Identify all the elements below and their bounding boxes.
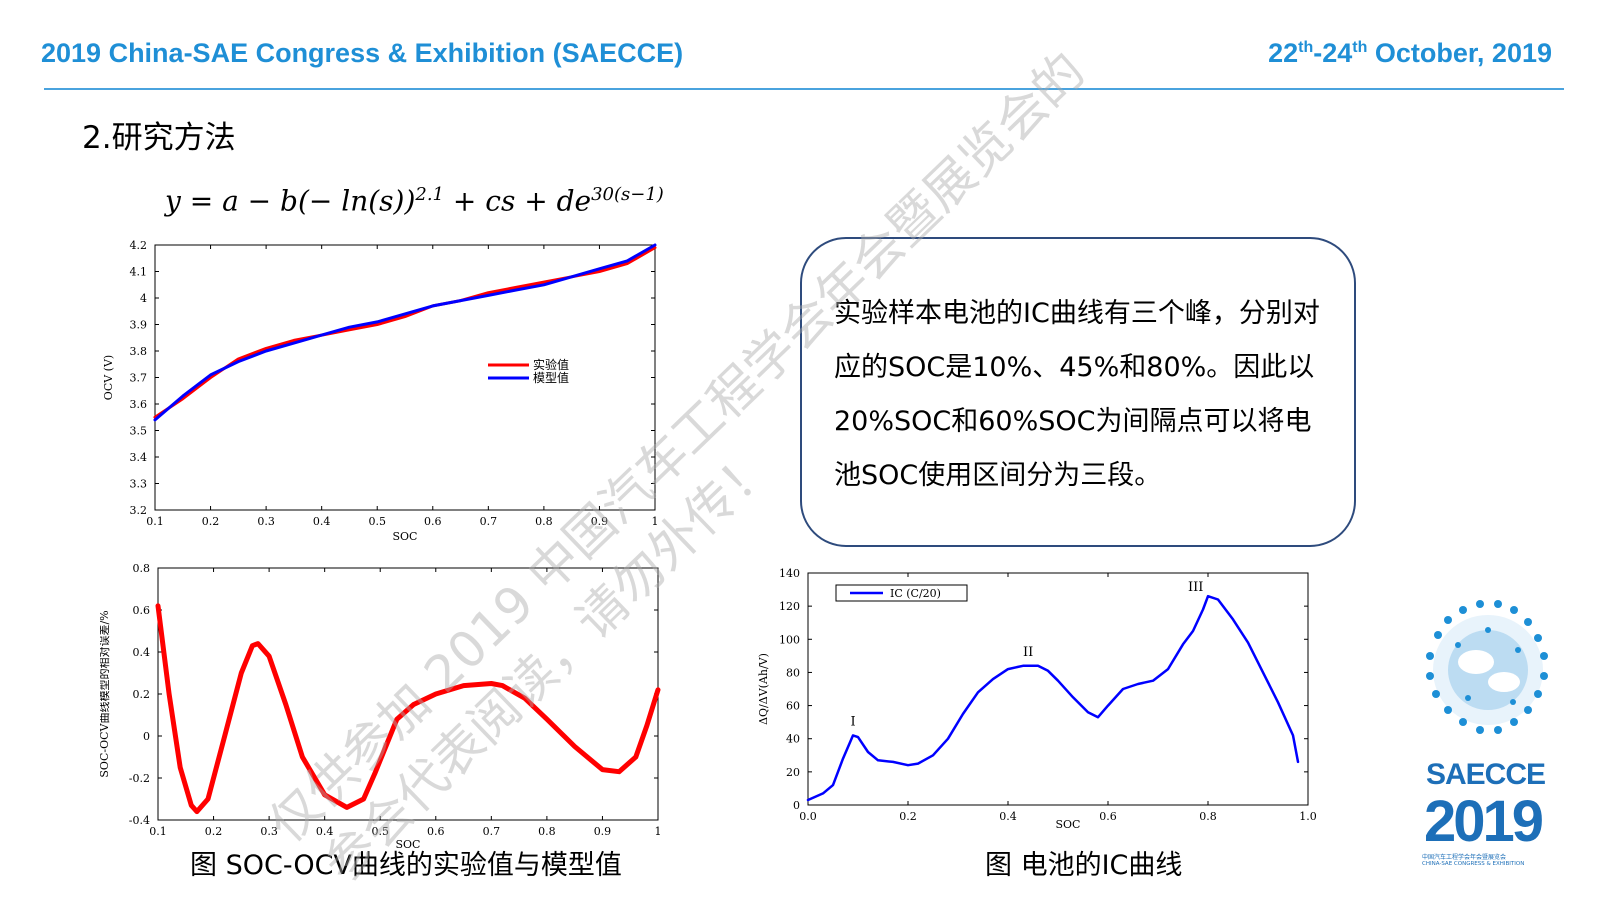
- y-tick-label: 4.2: [130, 239, 148, 252]
- y-tick-label: 0.2: [133, 688, 151, 701]
- y-tick-label: -0.2: [129, 772, 150, 785]
- peak-annotation: III: [1188, 580, 1203, 595]
- y-axis-label: OCV (V): [102, 355, 115, 400]
- y-tick-label: 3.9: [130, 319, 148, 332]
- y-tick-label: 0: [793, 799, 800, 812]
- y-tick-label: 3.4: [130, 451, 148, 464]
- x-tick-label: 1: [652, 515, 659, 528]
- x-tick-label: 0.6: [424, 515, 442, 528]
- x-tick-label: 0.1: [149, 825, 167, 838]
- formula-exponent-1: 2.1: [415, 184, 445, 205]
- y-axis-label: ΔQ/ΔV(Ah/V): [757, 653, 770, 725]
- x-tick-label: 0.2: [899, 810, 917, 823]
- x-tick-label: 0.2: [202, 515, 220, 528]
- congress-title: 2019 China-SAE Congress & Exhibition (SA…: [41, 38, 684, 68]
- globe-logo-icon: [1426, 600, 1548, 734]
- x-tick-label: 0.4: [313, 515, 331, 528]
- model-formula: y = a − b(− ln(s))2.1 + cs + de30(s−1): [165, 184, 664, 217]
- x-tick-label: 1: [655, 825, 662, 838]
- x-tick-label: 0.4: [999, 810, 1017, 823]
- y-tick-label: 0: [143, 730, 150, 743]
- logo-year: 2019: [1424, 789, 1544, 854]
- x-tick-label: 0.2: [205, 825, 223, 838]
- saecce-logo: SAECCE 2019 中国汽车工程学会年会暨展览会 CHINA-SAE CON…: [1418, 590, 1558, 890]
- y-tick-label: 0.6: [133, 604, 151, 617]
- logo-subtitle-en: CHINA-SAE CONGRESS & EXHIBITION: [1422, 861, 1525, 867]
- x-tick-label: 0.9: [594, 825, 612, 838]
- x-tick-label: 0.7: [483, 825, 501, 838]
- x-tick-label: 0.4: [316, 825, 334, 838]
- y-tick-label: 3.5: [130, 425, 148, 438]
- x-axis-label: SOC: [393, 530, 418, 543]
- series-line: [153, 243, 657, 422]
- x-tick-label: 0.5: [368, 515, 386, 528]
- caption-soc-ocv: 图 SOC-OCV曲线的实验值与模型值: [190, 850, 622, 881]
- plot-frame: [154, 244, 656, 511]
- plot-frame: [157, 567, 659, 821]
- y-tick-label: -0.4: [129, 814, 150, 827]
- logo-subtitle-cn: 中国汽车工程学会年会暨展览会: [1422, 854, 1507, 861]
- relative-error-chart: 0.1 0.2 0.3 0.4 0.5 0.6 0.7 0.8 0.9 1 -0.4 -0.2 0 0.2…: [100, 562, 662, 851]
- x-tick-label: 0.7: [480, 515, 498, 528]
- y-tick-label: 40: [786, 733, 800, 746]
- soc-ocv-chart: 0.1 0.2 0.3 0.4 0.5 0.6 0.7 0.8 0.9 1 3.2 3.3 3.4 3.5…: [102, 239, 659, 543]
- y-tick-label: 0.8: [133, 562, 151, 575]
- x-tick-label: 0.0: [799, 810, 817, 823]
- series-line: [806, 594, 1300, 802]
- x-tick-label: 0.6: [427, 825, 445, 838]
- y-tick-label: 4: [140, 292, 147, 305]
- x-axis-label: SOC: [396, 838, 421, 851]
- y-tick-label: 3.6: [130, 398, 148, 411]
- y-tick-label: 80: [786, 666, 800, 679]
- y-tick-label: 60: [786, 700, 800, 713]
- x-tick-label: 0.5: [371, 825, 389, 838]
- y-tick-label: 4.1: [130, 266, 148, 279]
- congress-date: 22th-24th October, 2019: [1268, 38, 1552, 69]
- x-axis-label: SOC: [1056, 818, 1081, 831]
- date-day-end: -24: [1313, 38, 1353, 68]
- plot-frame: [807, 572, 1309, 806]
- date-month-year: October, 2019: [1367, 38, 1552, 68]
- formula-exponent-2: 30(s−1): [591, 184, 664, 205]
- section-title: 2.研究方法: [82, 120, 236, 156]
- y-tick-label: 120: [779, 600, 800, 613]
- peak-annotation: I: [851, 714, 856, 729]
- legend-label: 实验值: [533, 357, 569, 372]
- y-tick-label: 20: [786, 766, 800, 779]
- legend-label: IC (C/20): [890, 587, 941, 600]
- y-tick-label: 100: [779, 633, 800, 646]
- date-suffix-start: th: [1298, 39, 1314, 56]
- y-tick-label: 3.3: [130, 478, 148, 491]
- logo-title: SAECCE: [1426, 758, 1546, 791]
- x-tick-label: 1.0: [1299, 810, 1317, 823]
- date-suffix-end: th: [1352, 39, 1368, 56]
- y-tick-label: 3.7: [130, 372, 148, 385]
- formula-base: y = a − b(− ln(s)): [165, 184, 416, 218]
- ic-curve-chart: 0.0 0.2 0.4 0.6 0.8 1.0 0 20 40 60 80 100 120 140 SOC Δ…: [757, 567, 1317, 831]
- y-tick-label: 140: [779, 567, 800, 580]
- date-day-start: 22: [1268, 38, 1299, 68]
- formula-middle: + cs + de: [444, 184, 592, 218]
- x-tick-label: 0.8: [1199, 810, 1217, 823]
- y-axis-label: SOC-OCV曲线模型的相对误差/%: [100, 610, 111, 777]
- x-tick-label: 0.8: [535, 515, 553, 528]
- y-tick-label: 0.4: [133, 646, 151, 659]
- x-tick-label: 0.1: [146, 515, 164, 528]
- x-tick-label: 0.3: [257, 515, 275, 528]
- x-tick-label: 0.3: [260, 825, 278, 838]
- peak-annotation: II: [1023, 645, 1033, 660]
- x-tick-label: 0.9: [591, 515, 609, 528]
- caption-ic-curve: 图 电池的IC曲线: [985, 850, 1183, 881]
- series-line: [155, 603, 661, 815]
- x-tick-label: 0.6: [1099, 810, 1117, 823]
- legend-label: 模型值: [533, 370, 569, 385]
- x-tick-label: 0.8: [538, 825, 556, 838]
- ic-peaks-note: 实验样本电池的IC曲线有三个峰，分别对应的SOC是10%、45%和80%。因此以…: [800, 237, 1356, 547]
- legend-box: [835, 584, 968, 602]
- header-divider: [44, 88, 1564, 90]
- y-tick-label: 3.2: [130, 504, 148, 517]
- ic-peaks-text: 实验样本电池的IC曲线有三个峰，分别对应的SOC是10%、45%和80%。因此以…: [834, 298, 1320, 491]
- y-tick-label: 3.8: [130, 345, 148, 358]
